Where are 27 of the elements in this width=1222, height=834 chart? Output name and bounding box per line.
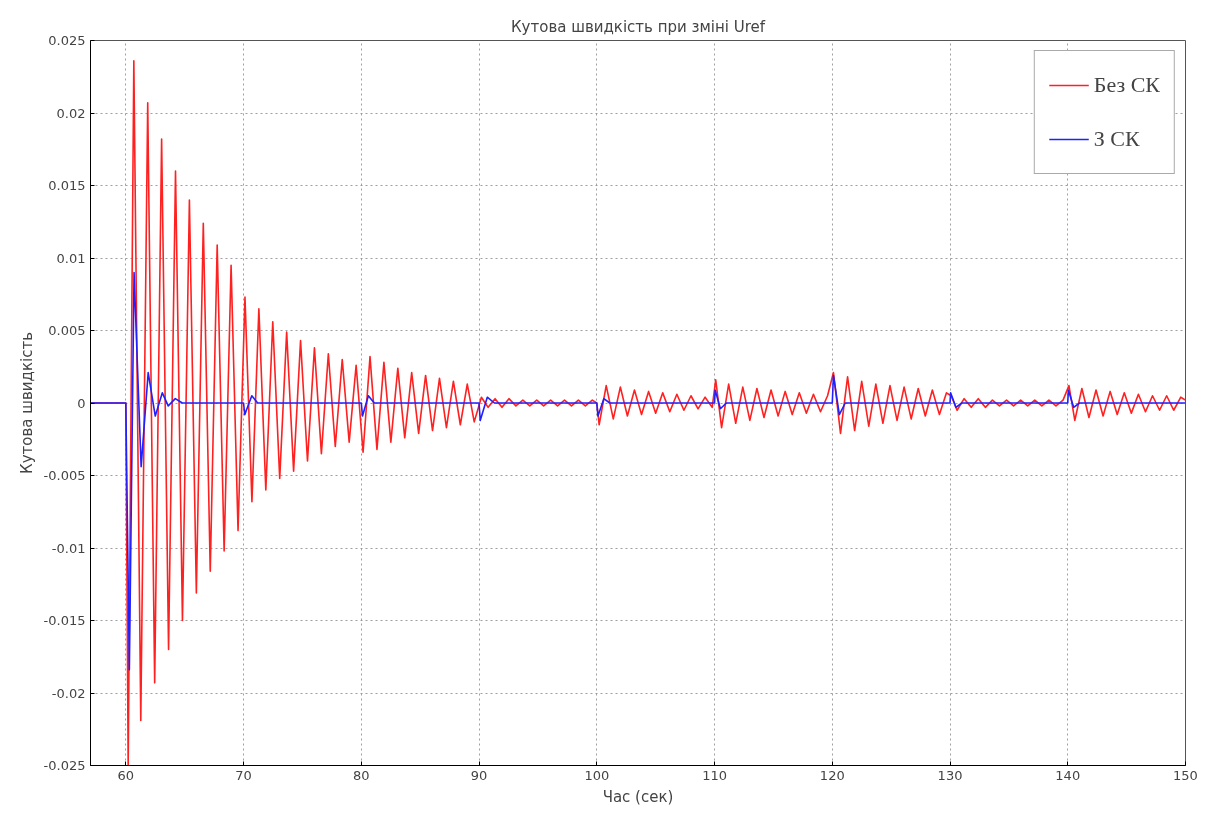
- y-tick-label: 0: [77, 395, 86, 411]
- y-tick-label: 0.02: [56, 105, 86, 121]
- y-tick-label: 0.005: [48, 323, 86, 338]
- x-tick-label: 140: [1055, 767, 1081, 783]
- y-axis-title: Кутова швидкість: [17, 332, 36, 474]
- x-tick-label: 110: [702, 767, 727, 783]
- x-tick-label: 100: [584, 767, 610, 783]
- y-tick-label: -0.025: [43, 758, 86, 773]
- chart-title: Кутова швидкість при зміні Uref: [510, 17, 766, 36]
- x-tick-label: 60: [117, 767, 135, 783]
- x-tick-label: 120: [819, 767, 845, 783]
- y-tick-label: 0.025: [48, 33, 86, 48]
- x-tick-label: 80: [353, 767, 370, 783]
- y-tick-label: 0.01: [56, 250, 86, 266]
- y-tick-label: 0.015: [48, 178, 86, 193]
- x-tick-label: 130: [937, 767, 963, 783]
- x-tick-label: 70: [235, 767, 252, 783]
- y-tick-label: -0.005: [43, 468, 86, 483]
- x-tick-label: 150: [1173, 767, 1198, 783]
- y-tick-label: -0.015: [43, 613, 86, 628]
- y-tick-label: -0.01: [51, 540, 86, 556]
- line-series: [90, 271, 1186, 671]
- y-tick-label: -0.02: [51, 685, 86, 701]
- x-axis-title: Час (сек): [602, 787, 674, 806]
- x-tick-label: 90: [470, 767, 488, 783]
- legend-label: З СК: [1093, 125, 1140, 153]
- legend-label: Без СК: [1093, 71, 1160, 99]
